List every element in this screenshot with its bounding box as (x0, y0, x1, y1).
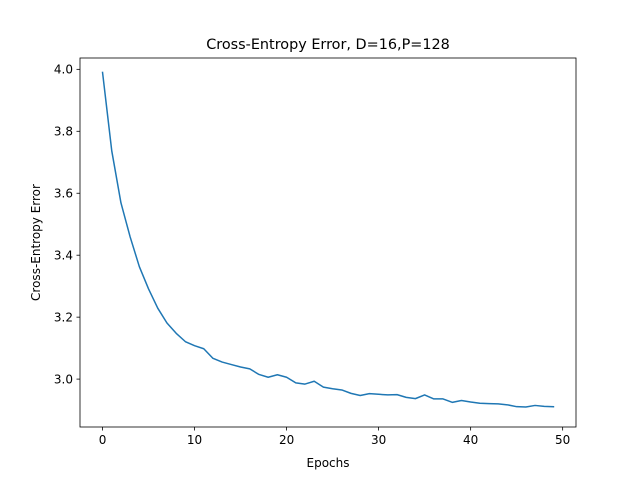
x-tick-label: 50 (555, 433, 570, 447)
series-line (101, 71, 555, 408)
y-tick-label: 3.2 (54, 310, 73, 324)
x-tick-label: 10 (187, 433, 202, 447)
x-axis-label: Epochs (307, 456, 350, 470)
plot-frame (79, 57, 577, 428)
y-axis-label: Cross-Entropy Error (29, 184, 43, 301)
y-tick-label: 3.8 (54, 125, 73, 139)
y-tick-label: 3.4 (54, 249, 73, 263)
x-tick-label: 30 (371, 433, 386, 447)
y-tick-label: 3.0 (54, 372, 73, 386)
x-tick-label: 40 (463, 433, 478, 447)
plot-area (101, 71, 555, 408)
x-tick-label: 0 (99, 433, 107, 447)
y-tick-label: 4.0 (54, 63, 73, 77)
y-tick-label: 3.6 (54, 187, 73, 201)
chart-title: Cross-Entropy Error, D=16,P=128 (206, 37, 450, 53)
x-tick-label: 20 (279, 433, 294, 447)
